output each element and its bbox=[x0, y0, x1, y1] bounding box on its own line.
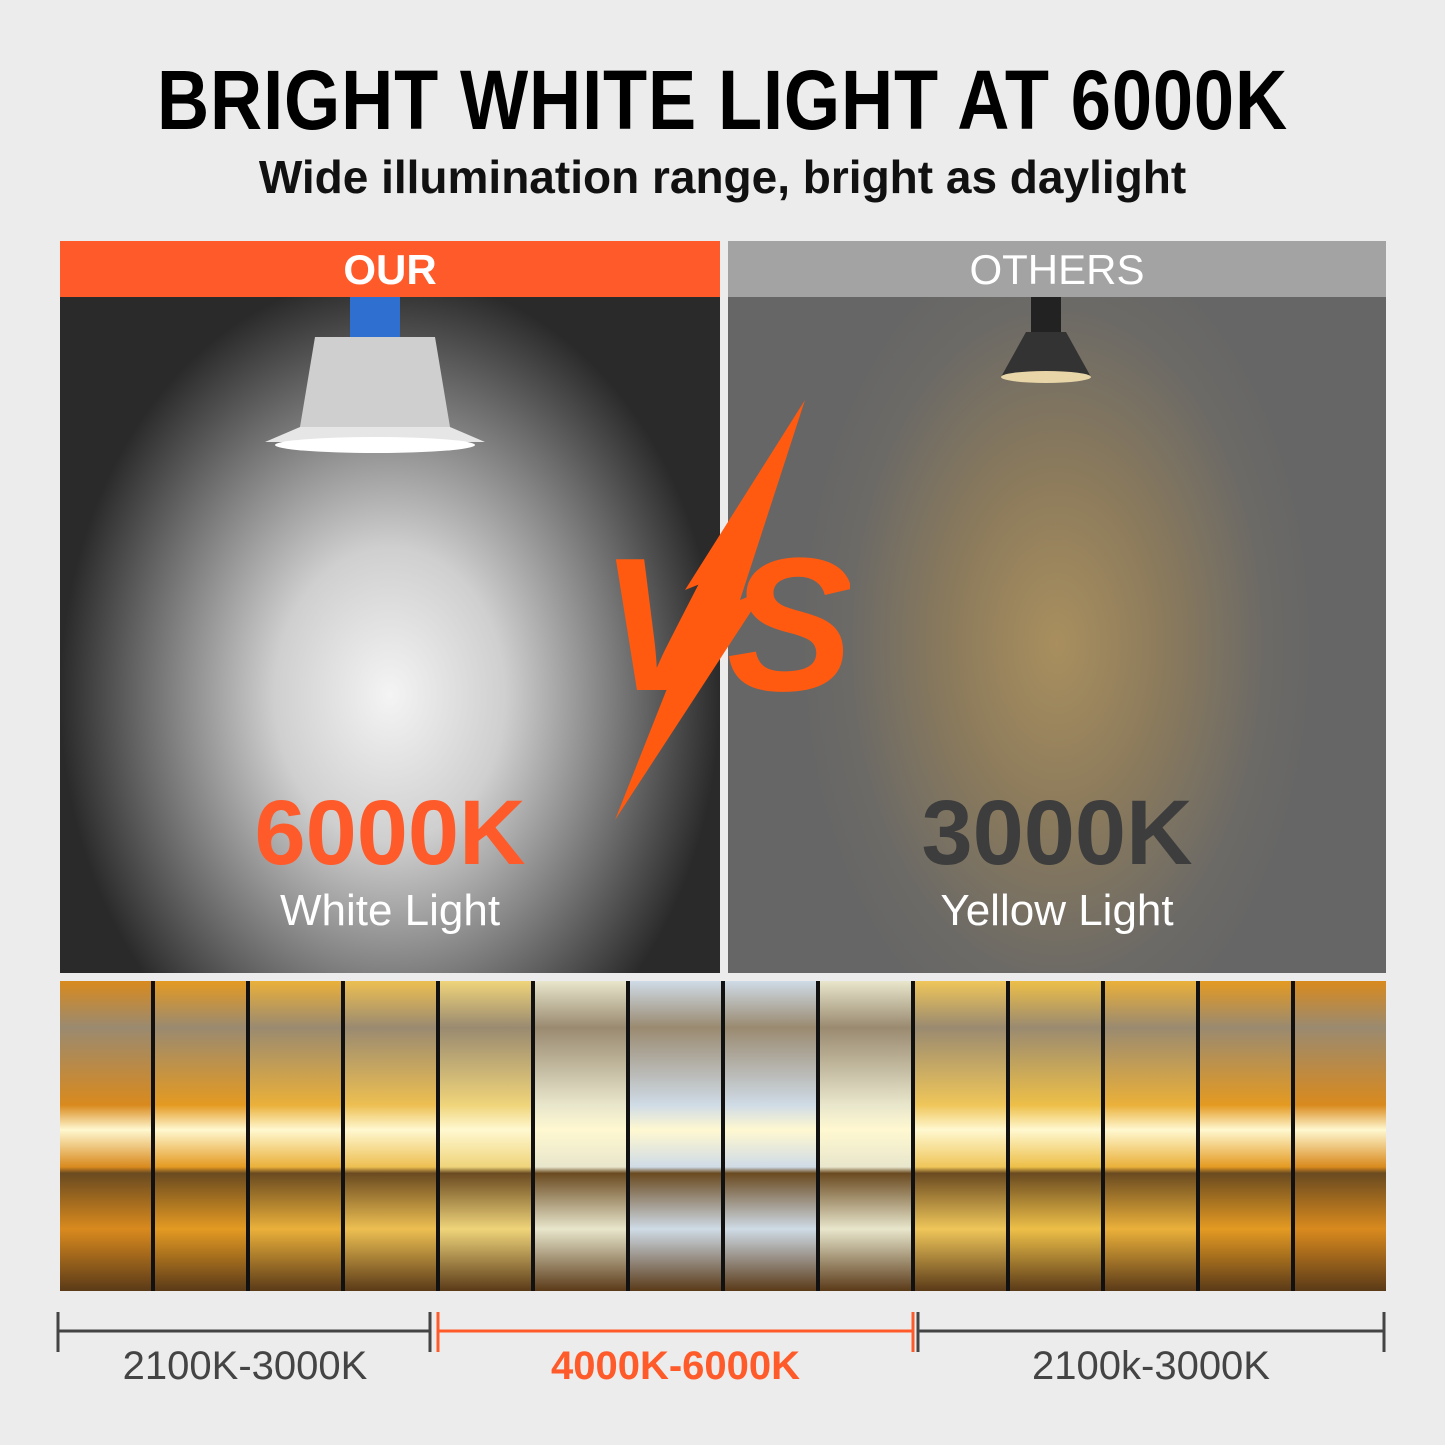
sunset-panel bbox=[915, 981, 1006, 1291]
sunset-panel bbox=[345, 981, 436, 1291]
sunset-panel bbox=[1010, 981, 1101, 1291]
page-subtitle: Wide illumination range, bright as dayli… bbox=[258, 151, 1187, 203]
vs-text: VS bbox=[600, 519, 850, 731]
sunset-panel bbox=[1105, 981, 1196, 1291]
sunset-panel bbox=[155, 981, 246, 1291]
sunset-panel bbox=[60, 981, 151, 1291]
others-temperature: 3000K bbox=[921, 782, 1193, 884]
sunset-panel bbox=[440, 981, 531, 1291]
others-header: OTHERS bbox=[728, 241, 1386, 297]
scale-label-right: 2100k-3000K bbox=[1032, 1344, 1270, 1388]
others-panel: OTHERS 3000K Yellow Light bbox=[728, 241, 1386, 973]
sunset-panel bbox=[820, 981, 911, 1291]
our-header: OUR bbox=[60, 241, 720, 297]
others-light-type: Yellow Light bbox=[940, 886, 1174, 935]
scale-label-center: 4000K-6000K bbox=[550, 1344, 801, 1388]
sunset-panel bbox=[630, 981, 721, 1291]
led-lamp-image bbox=[265, 297, 485, 453]
vs-lightning-icon: VS bbox=[600, 400, 850, 820]
temperature-scale bbox=[56, 1312, 1386, 1352]
sunset-panel bbox=[250, 981, 341, 1291]
page-title: BRIGHT WHITE LIGHT AT 6000K bbox=[157, 53, 1288, 147]
sunset-panel bbox=[535, 981, 626, 1291]
our-temperature: 6000K bbox=[254, 782, 526, 884]
bulb-lamp-image bbox=[1001, 297, 1091, 383]
our-light-type: White Light bbox=[279, 886, 501, 935]
our-panel: OUR 6000K White Light bbox=[60, 241, 720, 973]
scale-label-left: 2100K-3000K bbox=[122, 1344, 368, 1388]
sunset-panel bbox=[1295, 981, 1386, 1291]
sunset-panel bbox=[1200, 981, 1291, 1291]
color-temperature-strip bbox=[60, 981, 1386, 1291]
sunset-panel bbox=[725, 981, 816, 1291]
